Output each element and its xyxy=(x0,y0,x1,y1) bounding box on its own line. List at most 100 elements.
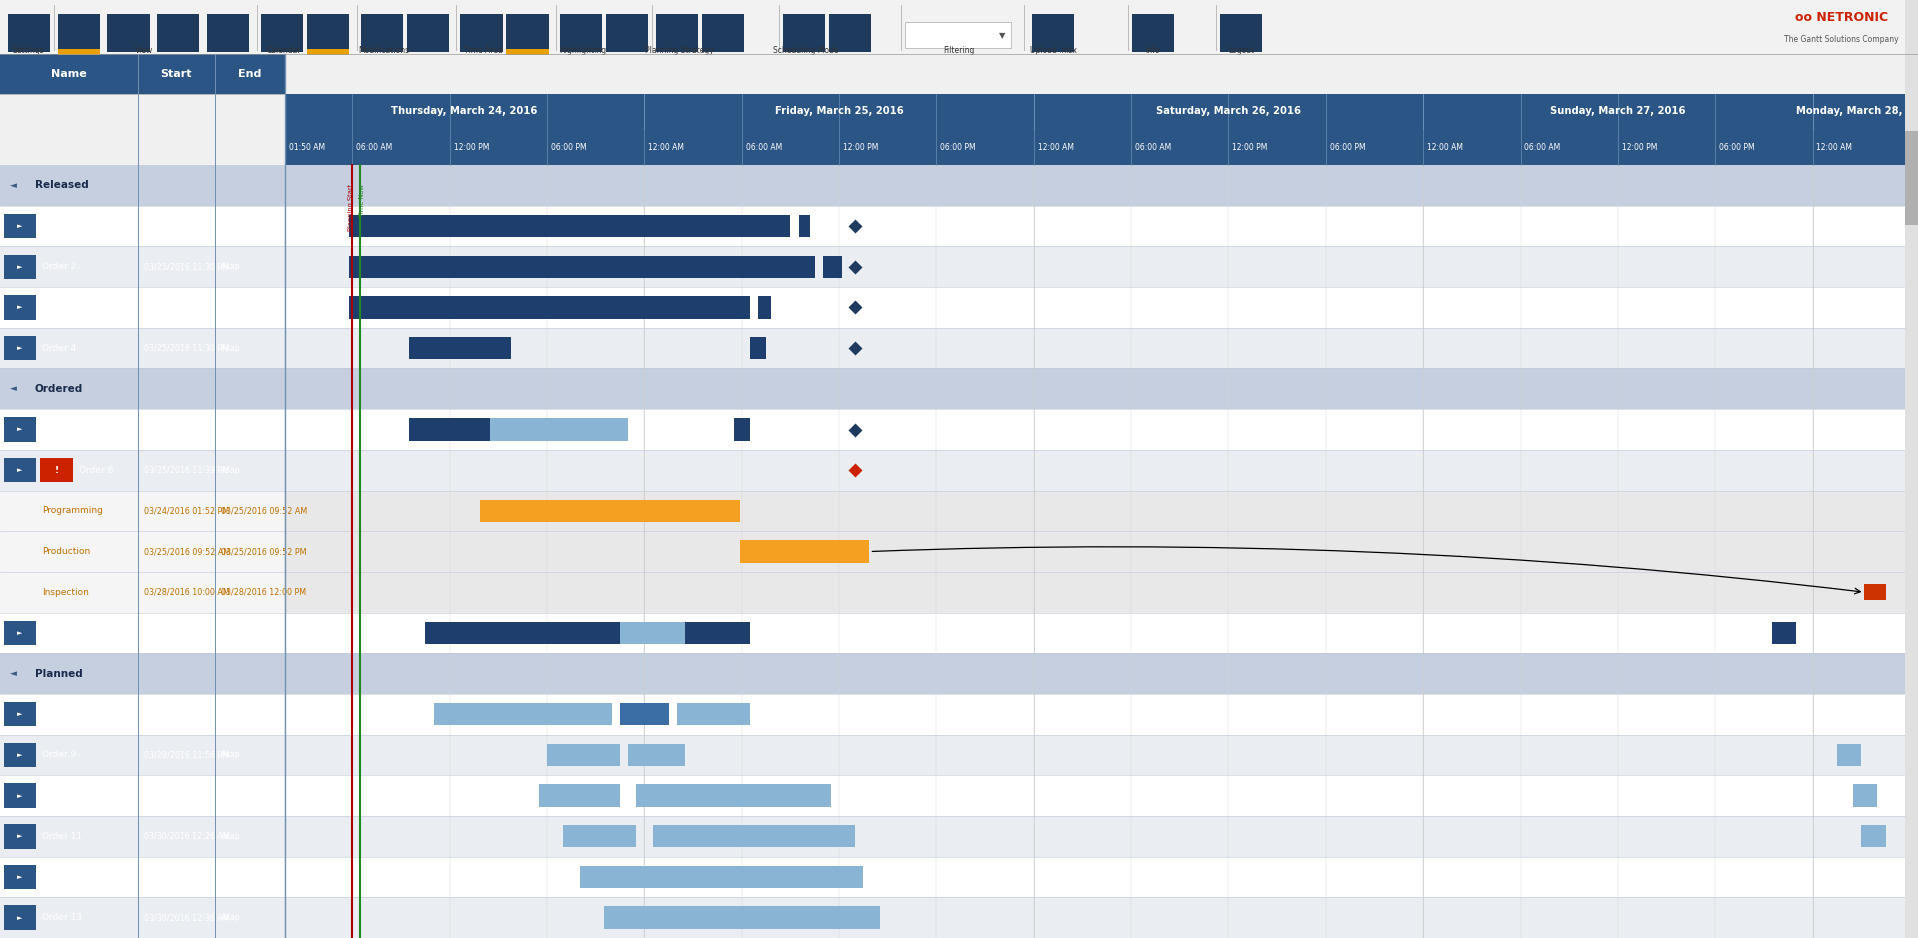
Bar xyxy=(284,653,1918,694)
Bar xyxy=(0,856,284,898)
Bar xyxy=(735,418,750,441)
Bar xyxy=(1853,784,1878,807)
Text: Production: Production xyxy=(42,547,90,556)
Text: ►: ► xyxy=(17,752,23,758)
Bar xyxy=(0,531,284,572)
Bar xyxy=(4,295,36,320)
Bar xyxy=(284,205,1918,247)
Bar xyxy=(506,14,549,53)
Bar xyxy=(4,214,36,238)
Bar xyxy=(1905,0,1918,938)
Bar xyxy=(0,165,284,205)
Text: 03/25/2016 09:52 AM: 03/25/2016 09:52 AM xyxy=(221,507,307,515)
Text: Asap: Asap xyxy=(221,710,240,719)
Bar xyxy=(652,825,855,848)
Text: Asap: Asap xyxy=(221,303,240,312)
Text: ►: ► xyxy=(17,793,23,798)
Text: Asap: Asap xyxy=(221,872,240,882)
Bar xyxy=(349,255,815,278)
Bar xyxy=(4,254,36,279)
Text: Monday, March 28, 2016: Monday, March 28, 2016 xyxy=(1797,106,1918,116)
Text: 06:00 AM: 06:00 AM xyxy=(357,143,393,152)
Bar xyxy=(798,215,809,237)
Text: View: View xyxy=(134,46,153,54)
Bar xyxy=(284,409,1918,450)
Text: ►: ► xyxy=(17,833,23,840)
Text: Order 2: Order 2 xyxy=(42,263,77,271)
Text: Asap: Asap xyxy=(221,791,240,800)
Text: Order 9: Order 9 xyxy=(42,750,77,760)
Bar xyxy=(606,14,648,53)
Text: Order 4: Order 4 xyxy=(42,343,77,353)
Bar xyxy=(0,491,284,531)
Text: 03/30/2016 12:36 AM: 03/30/2016 12:36 AM xyxy=(144,914,230,922)
Text: ◄: ◄ xyxy=(10,385,17,393)
Bar xyxy=(4,743,36,767)
Bar xyxy=(823,255,842,278)
Text: ►: ► xyxy=(17,874,23,880)
Text: ▼: ▼ xyxy=(999,31,1005,39)
Bar xyxy=(829,14,871,53)
Bar xyxy=(157,14,199,53)
Bar xyxy=(0,450,284,491)
Text: Order 7: Order 7 xyxy=(42,628,77,638)
Text: Order 8: Order 8 xyxy=(42,710,77,719)
Bar xyxy=(637,784,830,807)
Bar xyxy=(307,50,349,55)
Text: ►: ► xyxy=(17,467,23,473)
Text: Order 5: Order 5 xyxy=(42,425,77,434)
Text: 03/25/2016 09:52 PM: 03/25/2016 09:52 PM xyxy=(221,547,307,556)
Text: 03/24/2016 01:52 PM: 03/24/2016 01:52 PM xyxy=(144,507,228,515)
Bar xyxy=(1837,744,1860,766)
Text: 03/30/2016 12:11 AM: 03/30/2016 12:11 AM xyxy=(144,628,230,638)
Text: 06:00 PM: 06:00 PM xyxy=(1329,143,1366,152)
Bar xyxy=(40,458,73,482)
Bar xyxy=(539,784,620,807)
Text: 12:00 AM: 12:00 AM xyxy=(1038,143,1074,152)
Bar xyxy=(905,22,1011,49)
Bar xyxy=(8,14,50,53)
Bar xyxy=(58,50,100,55)
Bar xyxy=(284,572,1918,613)
Bar xyxy=(284,531,1918,572)
Text: Order 1: Order 1 xyxy=(42,221,77,231)
Text: 03/28/2016 12:00 PM: 03/28/2016 12:00 PM xyxy=(221,588,305,597)
Text: 03/28/2016 10:00 AM: 03/28/2016 10:00 AM xyxy=(144,588,230,597)
Bar xyxy=(0,54,284,94)
Bar xyxy=(480,500,740,522)
Text: 03/25/2016 11:39 PM: 03/25/2016 11:39 PM xyxy=(144,465,228,475)
Bar xyxy=(758,296,771,319)
Text: 03/25/2016 11:30 PM: 03/25/2016 11:30 PM xyxy=(144,425,228,434)
Text: ►: ► xyxy=(17,711,23,718)
Bar xyxy=(407,14,449,53)
Text: Inspection: Inspection xyxy=(42,588,88,597)
Text: Scheduling Mode: Scheduling Mode xyxy=(773,46,838,54)
Text: 03/30/2016 12:26 AM: 03/30/2016 12:26 AM xyxy=(144,872,230,882)
Text: 12:00 AM: 12:00 AM xyxy=(648,143,685,152)
Bar xyxy=(0,572,284,613)
Text: Order 11: Order 11 xyxy=(42,832,82,840)
Text: Friday, March 25, 2016: Friday, March 25, 2016 xyxy=(775,106,903,116)
Bar xyxy=(284,247,1918,287)
Bar xyxy=(620,704,669,725)
Bar xyxy=(783,14,825,53)
Text: Programming: Programming xyxy=(42,507,104,515)
Bar xyxy=(0,816,284,856)
Bar xyxy=(0,613,284,653)
Text: 03/25/2016 11:30 PM: 03/25/2016 11:30 PM xyxy=(144,303,228,312)
Text: Logout: Logout xyxy=(1228,46,1254,54)
Bar xyxy=(677,704,750,725)
Text: 03/25/2016 11:48 PM: 03/25/2016 11:48 PM xyxy=(144,221,228,231)
Text: Ordered: Ordered xyxy=(35,384,82,394)
Bar xyxy=(284,165,1918,205)
Bar xyxy=(4,417,36,442)
Bar xyxy=(284,450,1918,491)
Bar xyxy=(0,247,284,287)
Bar xyxy=(284,856,1918,898)
Text: 03/29/2016 11:56 PM: 03/29/2016 11:56 PM xyxy=(144,791,228,800)
Bar xyxy=(4,702,36,726)
Text: 06:00 AM: 06:00 AM xyxy=(1135,143,1172,152)
Bar xyxy=(426,622,620,644)
Bar xyxy=(685,622,750,644)
Bar xyxy=(491,418,629,441)
